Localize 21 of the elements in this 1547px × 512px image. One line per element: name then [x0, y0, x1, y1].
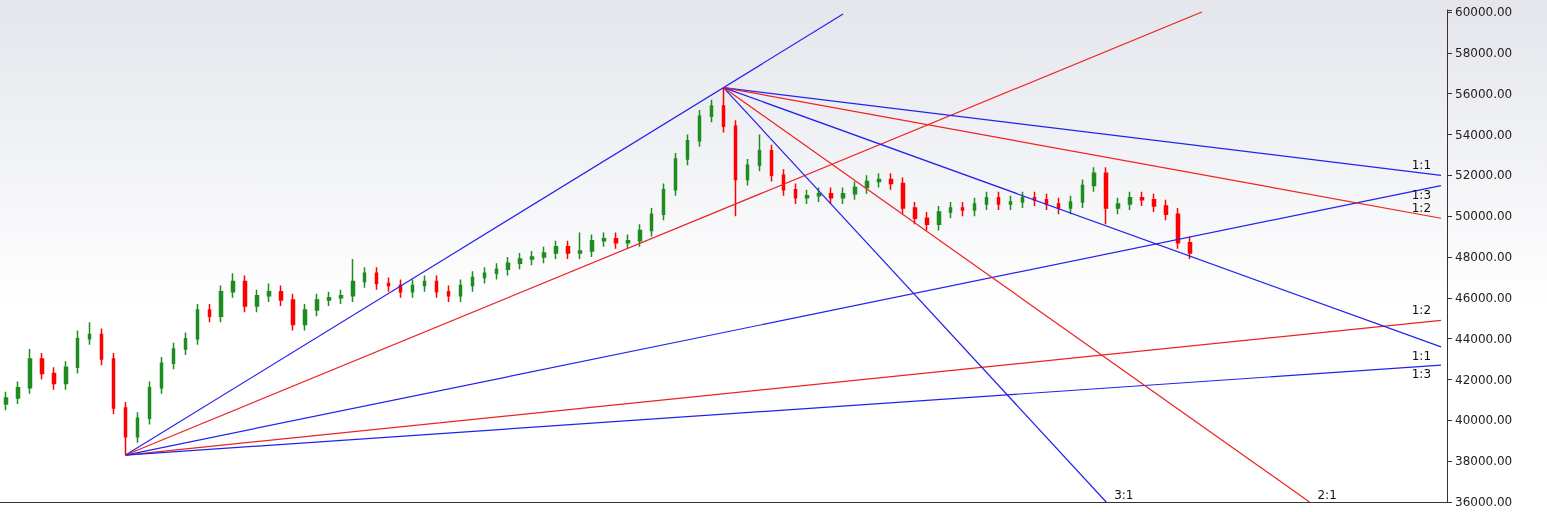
y-tick-label: 56000.00 — [1455, 86, 1513, 101]
y-tick-label: 40000.00 — [1455, 413, 1513, 428]
y-tick-label: 58000.00 — [1455, 45, 1513, 60]
y-tick-label: 46000.00 — [1455, 290, 1513, 305]
annotation: 1:2 — [1411, 201, 1432, 216]
annotation: 1:3 — [1411, 187, 1432, 202]
y-tick-label: 54000.00 — [1455, 127, 1513, 142]
annotation: 3:1 — [1114, 488, 1134, 502]
annotation: 1:3 — [1411, 367, 1432, 382]
y-tick-label: 52000.00 — [1455, 168, 1513, 183]
y-tick-label: 36000.00 — [1455, 495, 1513, 509]
annotation: 2:1 — [1317, 488, 1337, 502]
y-tick-label: 60000.00 — [1455, 5, 1513, 20]
y-tick-label: 44000.00 — [1455, 331, 1513, 346]
y-tick-label: 42000.00 — [1455, 372, 1513, 387]
y-tick-label: 38000.00 — [1455, 454, 1513, 469]
annotation: 1:1 — [1411, 158, 1432, 173]
y-tick-label: 50000.00 — [1455, 209, 1513, 224]
annotation: 1:2 — [1411, 303, 1432, 318]
y-tick-label: 48000.00 — [1455, 250, 1513, 265]
annotation: 1:1 — [1411, 348, 1432, 363]
